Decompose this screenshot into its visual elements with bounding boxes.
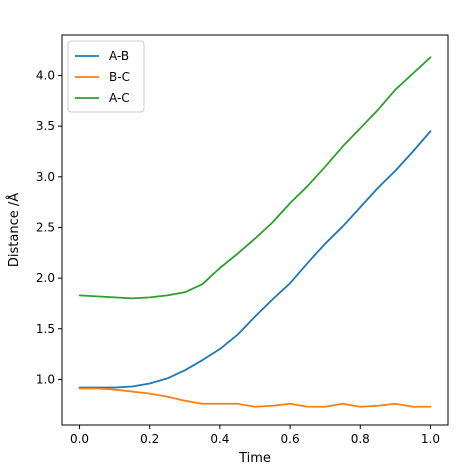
x-tick-label: 1.0 [421,432,440,446]
legend-label-b-c: B-C [109,70,130,84]
ticks: 0.0 0.2 0.4 0.6 0.8 1.0 1.0 1.5 2.0 2.5 3.0 3.5 4.0 [36,69,440,446]
x-tick-label: 0.6 [281,432,300,446]
x-axis-label: Time [238,451,271,466]
y-tick-label: 4.0 [36,69,55,83]
y-tick-label: 2.5 [36,220,55,234]
series-line-b-c [78,387,432,408]
y-tick-label: 1.0 [36,372,55,386]
y-axis-label: Distance /Å [6,193,22,267]
series-line-a-b [78,130,432,389]
axes-frame [61,34,449,426]
series-line-a-c [78,56,432,300]
legend-label-a-c: A-C [109,91,130,105]
legend-box [67,40,145,113]
plot-area [78,56,432,408]
y-tick-label: 2.0 [36,271,55,285]
y-tick-label: 1.5 [36,322,55,336]
legend: A-B B-C A-C [67,40,145,113]
y-tick-label: 3.5 [36,119,55,133]
x-tick-label: 0.8 [351,432,370,446]
y-tick-label: 3.0 [36,170,55,184]
legend-label-a-b: A-B [109,49,129,63]
x-tick-label: 0.2 [140,432,159,446]
x-tick-label: 0.4 [210,432,229,446]
x-tick-label: 0.0 [70,432,89,446]
